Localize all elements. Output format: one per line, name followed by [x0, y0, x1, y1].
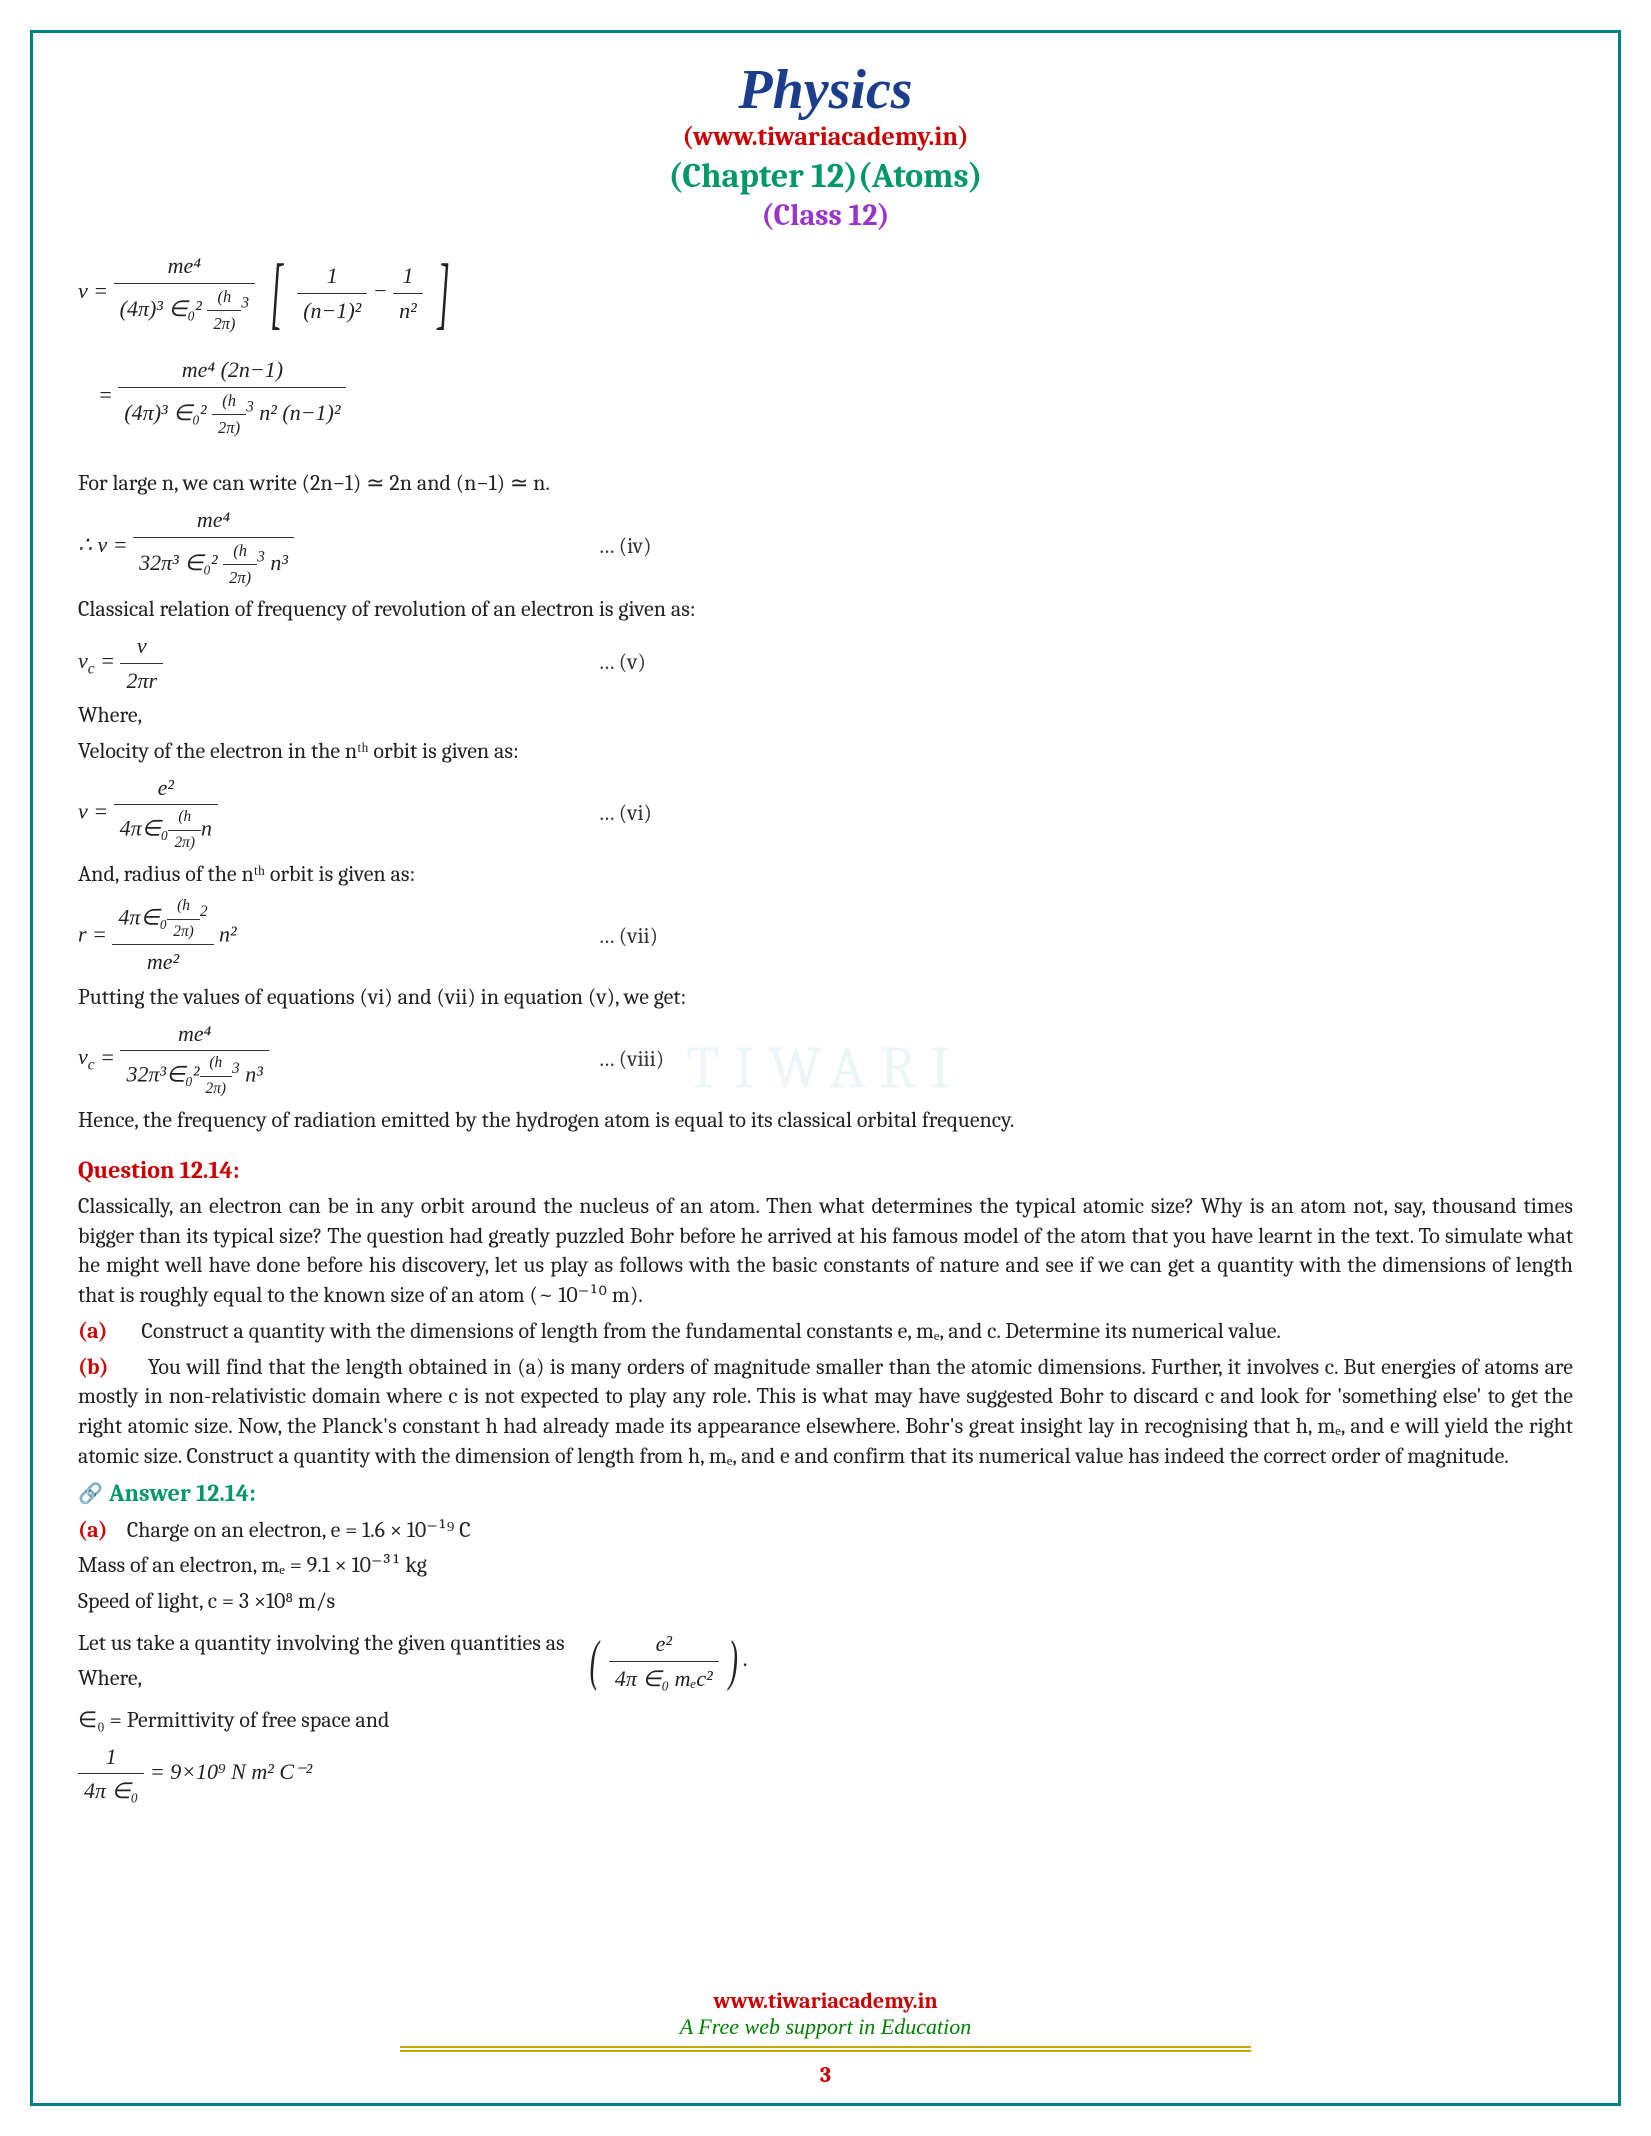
classical-text: Classical relation of frequency of revol…: [78, 595, 1573, 625]
eq-lhs: ν =: [78, 278, 108, 303]
part-a-text: Construct a quantity with the dimensions…: [141, 1318, 1281, 1344]
page-header: Physics (www.tiwariacademy.in) (Chapter …: [78, 58, 1573, 233]
document-page: TIWARI Physics (www.tiwariacademy.in) (C…: [30, 30, 1621, 2106]
equation-iv: ∴ ν = me⁴ 32π³ ∈₀² (h 2π) 3 n³ … (iv): [78, 505, 1573, 589]
answer-a3: Speed of light, c = 3 ×10⁸ m/s: [78, 1587, 1573, 1617]
eq-tag-iv: … (iv): [598, 532, 652, 562]
putting-text: Putting the values of equations (vi) and…: [78, 983, 1573, 1013]
answer-a2: Mass of an electron, mₑ = 9.1 × 10⁻³¹ kg: [78, 1551, 1573, 1581]
subject-title: Physics: [78, 58, 1573, 122]
eq-frac-bot-a: (4π)³ ∈₀²: [120, 296, 202, 321]
where-text: Where,: [78, 701, 1573, 731]
footer-tagline: A Free web support in Education: [400, 2014, 1251, 2052]
page-footer: www.tiwariacademy.in A Free web support …: [33, 1988, 1618, 2088]
footer-link: www.tiwariacademy.in: [33, 1988, 1618, 2014]
question-part-b: (b) You will find that the length obtain…: [78, 1353, 1573, 1472]
answer-row: 🔗 Answer 12.14:: [78, 1477, 1573, 1509]
equation-vii: r = 4π∈₀ (h 2π) 2 me² n² … (vii): [78, 896, 1573, 977]
site-link: (www.tiwariacademy.in): [78, 122, 1573, 152]
content-body: ν = me⁴ (4π)³ ∈₀² (h 2π) 3 [ 1 (n−1)² − …: [78, 251, 1573, 1806]
class-label: (Class 12): [78, 198, 1573, 233]
question-body: Classically, an electron can be in any o…: [78, 1192, 1573, 1311]
large-n-text: For large n, we can write (2n−1) ≃ 2n an…: [78, 469, 1573, 499]
answer-quantity-expr: ( e² 4π ∈₀ mₑc² ).: [585, 1629, 749, 1693]
question-part-a: (a) Construct a quantity with the dimens…: [78, 1317, 1573, 1347]
hence-text: Hence, the frequency of radiation emitte…: [78, 1106, 1573, 1136]
link-icon: 🔗: [78, 1480, 103, 1507]
eq-tag-vi: … (vi): [598, 799, 652, 829]
eq-tag-viii: … (viii): [598, 1045, 664, 1075]
answer-a6: ∈₀ = Permittivity of free space and: [78, 1706, 1573, 1736]
equation-viii: νc = me⁴ 32π³∈₀² (h 2π) 3 n³ … (viii): [78, 1019, 1573, 1100]
answer-a5: Where,: [78, 1664, 565, 1694]
answer-label: Answer 12.14:: [109, 1477, 256, 1509]
velocity-text: Velocity of the electron in the nᵗʰ orbi…: [78, 737, 1573, 767]
answer-a4: Let us take a quantity involving the giv…: [78, 1629, 565, 1659]
part-b-text: You will find that the length obtained i…: [78, 1354, 1573, 1469]
answer-constant: 1 4π ∈₀ = 9×10⁹ N m² C⁻²: [78, 1742, 1573, 1806]
eq-tag-v: … (v): [598, 648, 646, 678]
question-label: Question 12.14:: [78, 1154, 1573, 1186]
part-b-label: (b): [78, 1354, 108, 1380]
answer-a1: (a) Charge on an electron, e = 1.6 × 10⁻…: [78, 1516, 1573, 1546]
radius-text: And, radius of the nᵗʰ orbit is given as…: [78, 860, 1573, 890]
part-a-label: (a): [78, 1318, 108, 1344]
page-number: 3: [33, 2062, 1618, 2088]
answer-a-label: (a): [78, 1517, 108, 1543]
equation-vi: v = e² 4π∈₀ (h 2π) n … (vi): [78, 773, 1573, 854]
eq-frac-top: me⁴: [114, 251, 255, 284]
equation-v: νc = v 2πr … (v): [78, 631, 1573, 695]
eq-tag-vii: … (vii): [598, 922, 658, 952]
equation-main: ν = me⁴ (4π)³ ∈₀² (h 2π) 3 [ 1 (n−1)² − …: [78, 251, 1573, 335]
chapter-title: (Chapter 12)(Atoms): [78, 156, 1573, 196]
equation-simplified: = me⁴ (2n−1) (4π)³ ∈₀² (h 2π) 3 n² (n−1)…: [98, 355, 1573, 439]
answer-quantity-row: Let us take a quantity involving the giv…: [78, 1623, 1573, 1700]
